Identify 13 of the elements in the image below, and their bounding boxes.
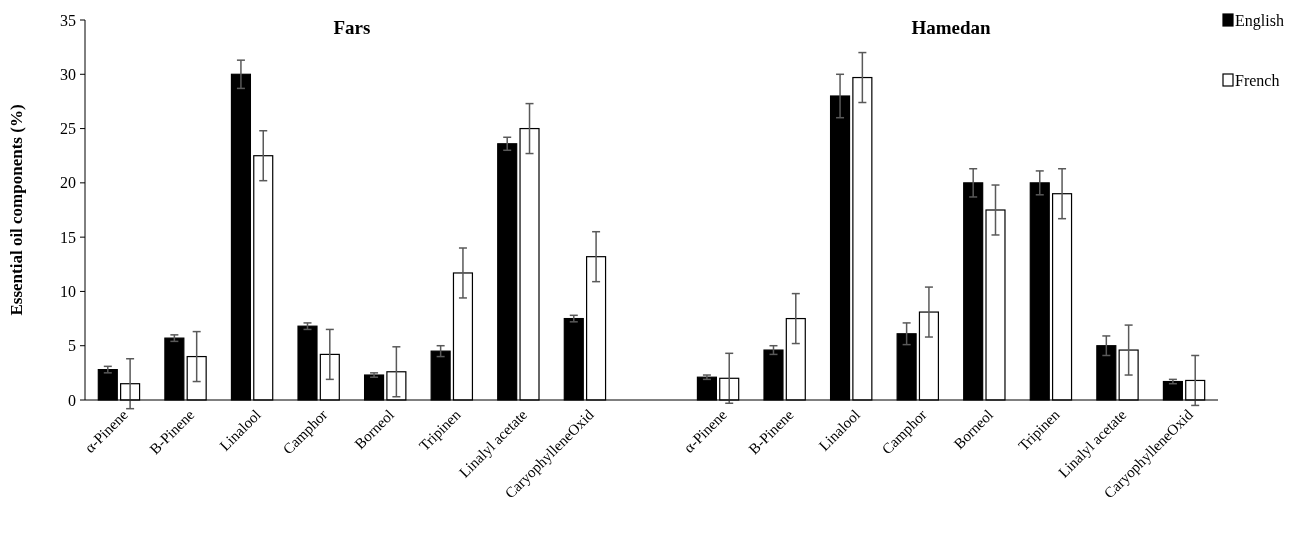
y-tick-label: 0 <box>68 391 76 409</box>
legend-label: French <box>1235 71 1280 89</box>
y-tick-label: 20 <box>60 174 76 192</box>
y-tick-label: 10 <box>60 283 76 301</box>
y-tick-label: 5 <box>68 337 76 355</box>
annotation: Hamedan <box>911 17 992 38</box>
y-tick-label: 25 <box>60 120 76 138</box>
y-tick-label: 35 <box>60 11 76 29</box>
legend-label: English <box>1235 11 1284 30</box>
annotation: Fars <box>333 17 371 38</box>
y-axis-title: Essential oil components (%) <box>7 104 26 316</box>
y-tick-label: 30 <box>60 65 76 83</box>
y-tick-label: 15 <box>60 228 76 246</box>
